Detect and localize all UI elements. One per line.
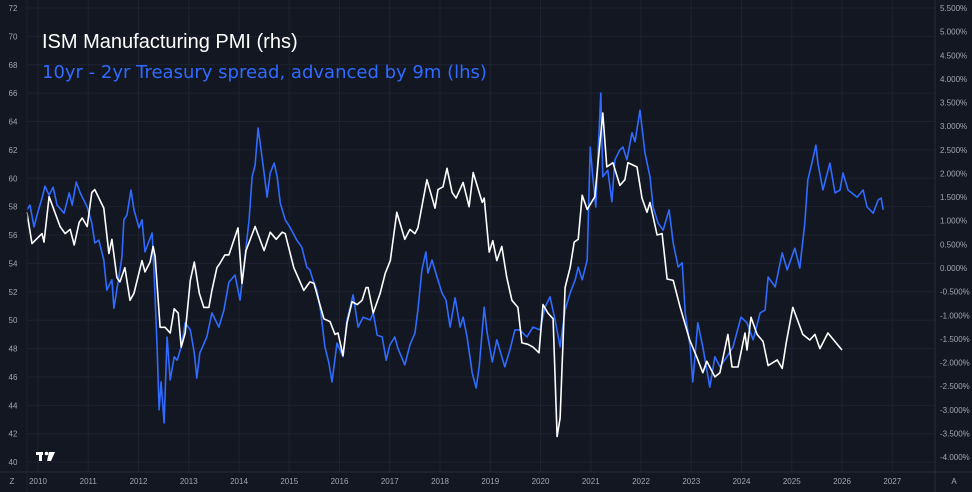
left-axis-tick: 40	[9, 458, 18, 467]
series-layer	[26, 92, 884, 438]
x-axis-tick: 2012	[130, 477, 148, 486]
right-axis-tick: -3.500%	[940, 429, 970, 438]
x-axis-tick: 2019	[481, 477, 499, 486]
right-axis-tick: -1.000%	[940, 311, 970, 320]
right-axis-tick: 0.000%	[940, 264, 967, 273]
x-axis-tick: 2017	[381, 477, 399, 486]
left-axis-tick: 70	[9, 32, 18, 41]
x-axis-tick: 2023	[682, 477, 700, 486]
left-axis-tick: 68	[9, 61, 18, 70]
right-axis-tick: 5.500%	[940, 4, 967, 13]
left-axis-tick: 62	[9, 146, 18, 155]
right-axis-tick: 1.500%	[940, 193, 967, 202]
left-axis-tick: 54	[9, 259, 18, 268]
right-axis-tick: -3.000%	[940, 406, 970, 415]
right-axis-tick: 5.000%	[940, 28, 967, 37]
right-axis-tick: 4.000%	[940, 75, 967, 84]
right-axis-tick: -0.500%	[940, 288, 970, 297]
left-axis-tick: 44	[9, 401, 18, 410]
right-axis-tick: -4.000%	[940, 453, 970, 462]
left-axis-tick: 58	[9, 203, 18, 212]
left-axis-tick: 56	[9, 231, 18, 240]
x-axis-tick: 2014	[230, 477, 248, 486]
x-axis-tick: 2013	[180, 477, 198, 486]
right-axis-tick: 3.000%	[940, 122, 967, 131]
tradingview-logo-icon	[36, 451, 55, 461]
auto-scale-button[interactable]: A	[951, 477, 957, 486]
left-axis-tick: 72	[9, 4, 18, 13]
chart-title-pmi: ISM Manufacturing PMI (rhs)	[42, 31, 298, 53]
left-axis-tick: 64	[9, 118, 18, 127]
x-axis-tick: 2027	[883, 477, 901, 486]
x-axis-tick: 2025	[783, 477, 801, 486]
x-axis-tick: 2022	[632, 477, 650, 486]
x-axis-tick: 2015	[280, 477, 298, 486]
x-axis-tick: 2016	[331, 477, 349, 486]
chart-title-spread: 10yr - 2yr Treasury spread, advanced by …	[42, 62, 487, 83]
left-axis-tick: 52	[9, 288, 18, 297]
left-axis-tick: 48	[9, 345, 18, 354]
x-axis-tick: 2011	[80, 477, 98, 486]
right-axis-tick: -2.000%	[940, 359, 970, 368]
x-axis-tick: 2021	[582, 477, 600, 486]
right-axis-tick: 4.500%	[940, 51, 967, 60]
left-axis-tick: 60	[9, 174, 18, 183]
right-axis-tick: -1.500%	[940, 335, 970, 344]
left-axis-tick: 66	[9, 89, 18, 98]
right-axis-tick: 2.000%	[940, 169, 967, 178]
right-axis-tick: 1.000%	[940, 217, 967, 226]
x-axis-tick: 2024	[733, 477, 751, 486]
left-axis-tick: 50	[9, 316, 18, 325]
left-axis-tick: 42	[9, 430, 18, 439]
x-axis-tick: 2020	[532, 477, 550, 486]
right-axis-tick: 3.500%	[940, 99, 967, 108]
timezone-button[interactable]: Z	[10, 477, 15, 486]
left-axis-tick: 46	[9, 373, 18, 382]
x-axis-tick: 2018	[431, 477, 449, 486]
right-axis-tick: -2.500%	[940, 382, 970, 391]
right-axis-tick: 0.500%	[940, 240, 967, 249]
right-axis-tick: 2.500%	[940, 146, 967, 155]
x-axis-tick: 2010	[29, 477, 47, 486]
x-axis-tick: 2026	[833, 477, 851, 486]
series-line-ism-pmi	[26, 112, 843, 438]
